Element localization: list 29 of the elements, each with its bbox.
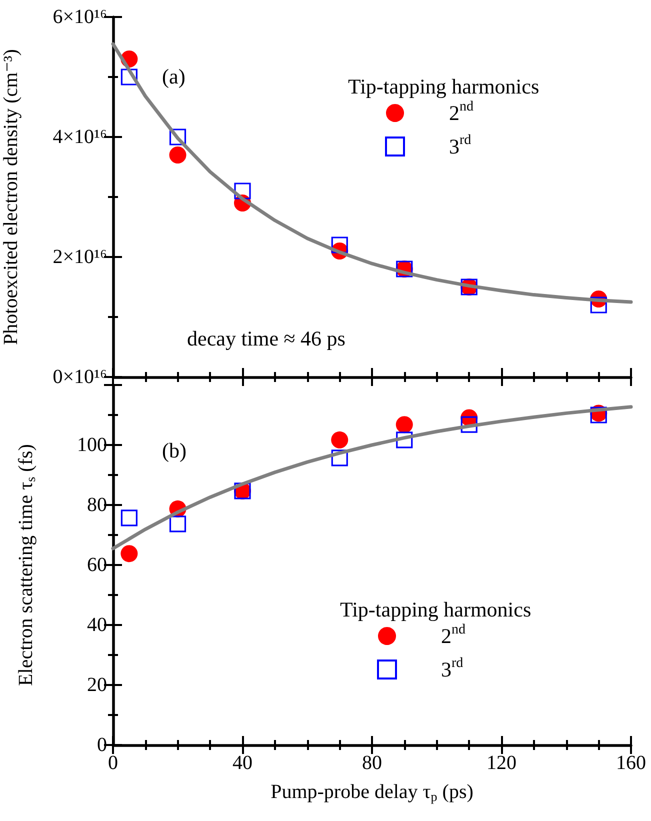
point [396, 416, 413, 434]
point [120, 545, 138, 562]
point [120, 510, 138, 526]
legend-title: Tip-tapping harmonics [348, 74, 540, 98]
y-tick-label: 2×10¹⁶ [52, 246, 108, 268]
y-tick-label: 100 [77, 434, 107, 456]
annotation: decay time ≈ 46 ps [187, 326, 346, 350]
annotation: (a) [162, 64, 186, 88]
y-tick-label: 0×10¹⁶ [52, 366, 108, 388]
y-tick-label: 6×10¹⁶ [52, 6, 108, 28]
y-tick-label: 4×10¹⁶ [52, 126, 108, 148]
x-tick-label: 80 [362, 752, 382, 774]
y-axis-title: Photoexcited electron density (cm⁻³) [0, 49, 22, 345]
y-tick-label: 60 [87, 554, 107, 576]
point [169, 516, 186, 532]
point [396, 432, 413, 448]
y-tick-label: 20 [87, 674, 107, 696]
y-tick-label: 80 [87, 494, 107, 516]
annotation: (b) [162, 438, 186, 462]
x-tick-label: 40 [232, 752, 252, 774]
point [331, 431, 348, 448]
legend-title: Tip-tapping harmonics [340, 598, 532, 622]
point [460, 416, 478, 433]
x-tick-label: 160 [616, 752, 646, 774]
x-tick-label: 120 [486, 752, 516, 774]
line-series [111, 405, 633, 550]
y-tick-label: 40 [87, 614, 107, 636]
y-axis-title: Electron scattering time τs (fs) [15, 444, 38, 686]
point [331, 450, 348, 466]
